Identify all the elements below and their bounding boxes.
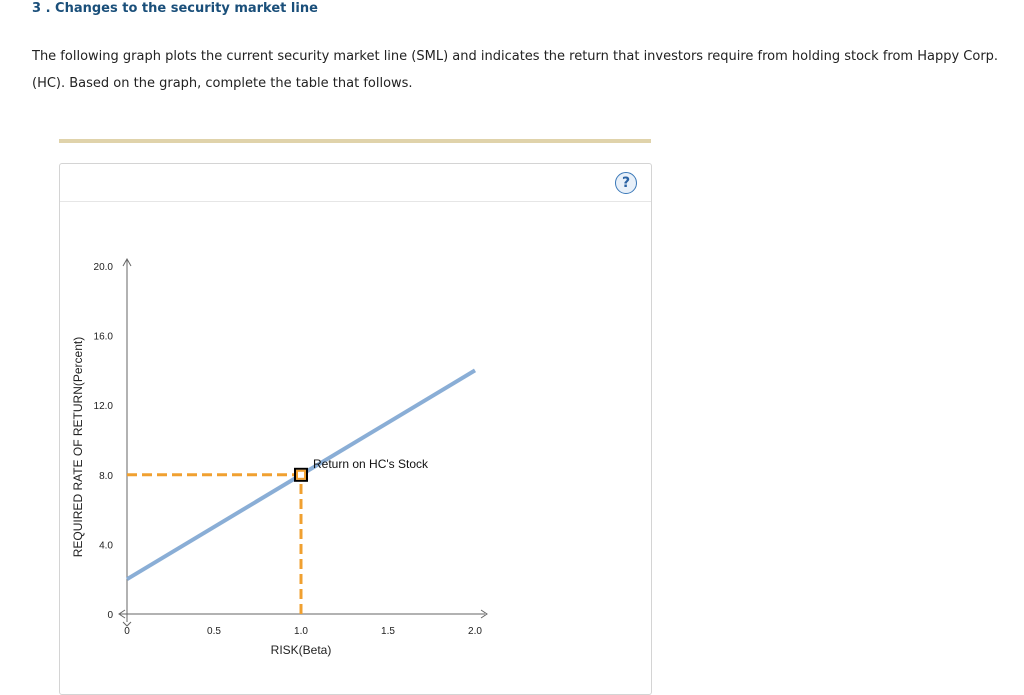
y-axis-arrow: [122, 257, 132, 267]
section-divider: [59, 139, 651, 143]
x-axis-label: RISK(Beta): [271, 643, 332, 657]
y-tick-label: 0: [107, 610, 113, 621]
question-title: 3 . Changes to the security market line: [32, 1, 318, 16]
x-axis-arrow-left: [118, 609, 126, 619]
y-tick-label: 12.0: [94, 401, 114, 412]
panel-header: ?: [60, 164, 651, 202]
hc-stock-marker-inner: [296, 469, 306, 480]
sml-chart: 0 4.0 8.0 12.0 16.0 20.0 0 0.5 1.0 1.5 2.0 RISK(Bet…: [71, 257, 488, 657]
x-tick-label: 2.0: [468, 626, 482, 637]
help-icon[interactable]: ?: [615, 172, 637, 194]
y-tick-label: 16.0: [94, 332, 114, 343]
x-axis-arrow: [480, 609, 488, 619]
hc-stock-label: Return on HC's Stock: [313, 457, 429, 471]
graph-panel: ?: [59, 163, 652, 695]
y-tick-label: 4.0: [99, 540, 113, 551]
question-intro: The following graph plots the current se…: [32, 49, 999, 91]
x-tick-label: 0: [124, 626, 130, 637]
y-axis-arrow-bottom: [122, 621, 132, 627]
y-tick-label: 20.0: [94, 262, 114, 273]
y-axis-label: REQUIRED RATE OF RETURN(Percent): [71, 337, 85, 557]
x-tick-label: 1.5: [381, 626, 395, 637]
x-tick-label: 1.0: [294, 626, 308, 637]
x-tick-label: 0.5: [207, 626, 221, 637]
y-tick-label: 8.0: [99, 471, 113, 482]
